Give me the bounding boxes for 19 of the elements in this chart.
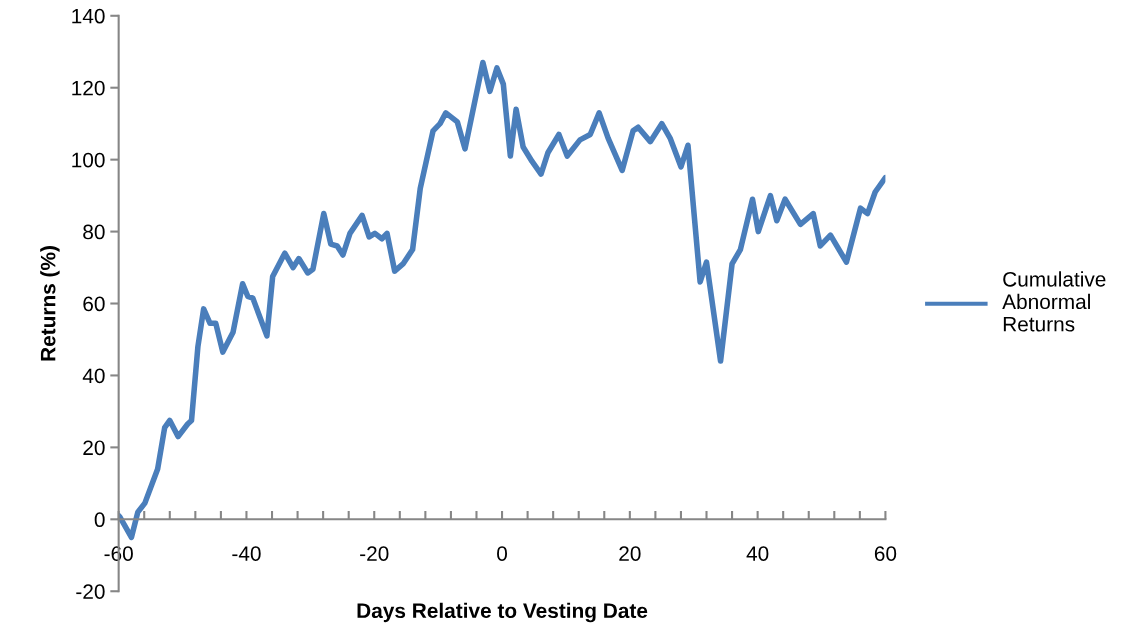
x-tick-label: 40 xyxy=(746,546,769,561)
y-tick-label: 140 xyxy=(72,8,105,24)
y-tick-label: 100 xyxy=(72,152,105,168)
y-tick-label: 80 xyxy=(83,224,105,240)
y-tick-label: 60 xyxy=(83,296,105,312)
x-tick-label: 0 xyxy=(497,546,508,561)
y-tick-label: 40 xyxy=(82,368,105,384)
x-tick-label: -40 xyxy=(232,546,261,561)
y-tick-label: 20 xyxy=(83,440,105,456)
y-tick-label: -20 xyxy=(76,584,105,599)
y-tick-label: 120 xyxy=(72,80,105,96)
x-axis-title: Days Relative to Vesting Date xyxy=(357,602,648,623)
legend-label: Cumulative Abnormal Returns xyxy=(1002,271,1106,332)
x-tick-label: 20 xyxy=(619,546,641,561)
x-tick-label: 60 xyxy=(874,546,897,561)
y-axis-title: Returns (%) xyxy=(40,246,60,361)
x-tick-label: -20 xyxy=(360,546,389,561)
x-tick-label: -60 xyxy=(104,546,133,561)
y-tick-label: 0 xyxy=(94,512,105,528)
